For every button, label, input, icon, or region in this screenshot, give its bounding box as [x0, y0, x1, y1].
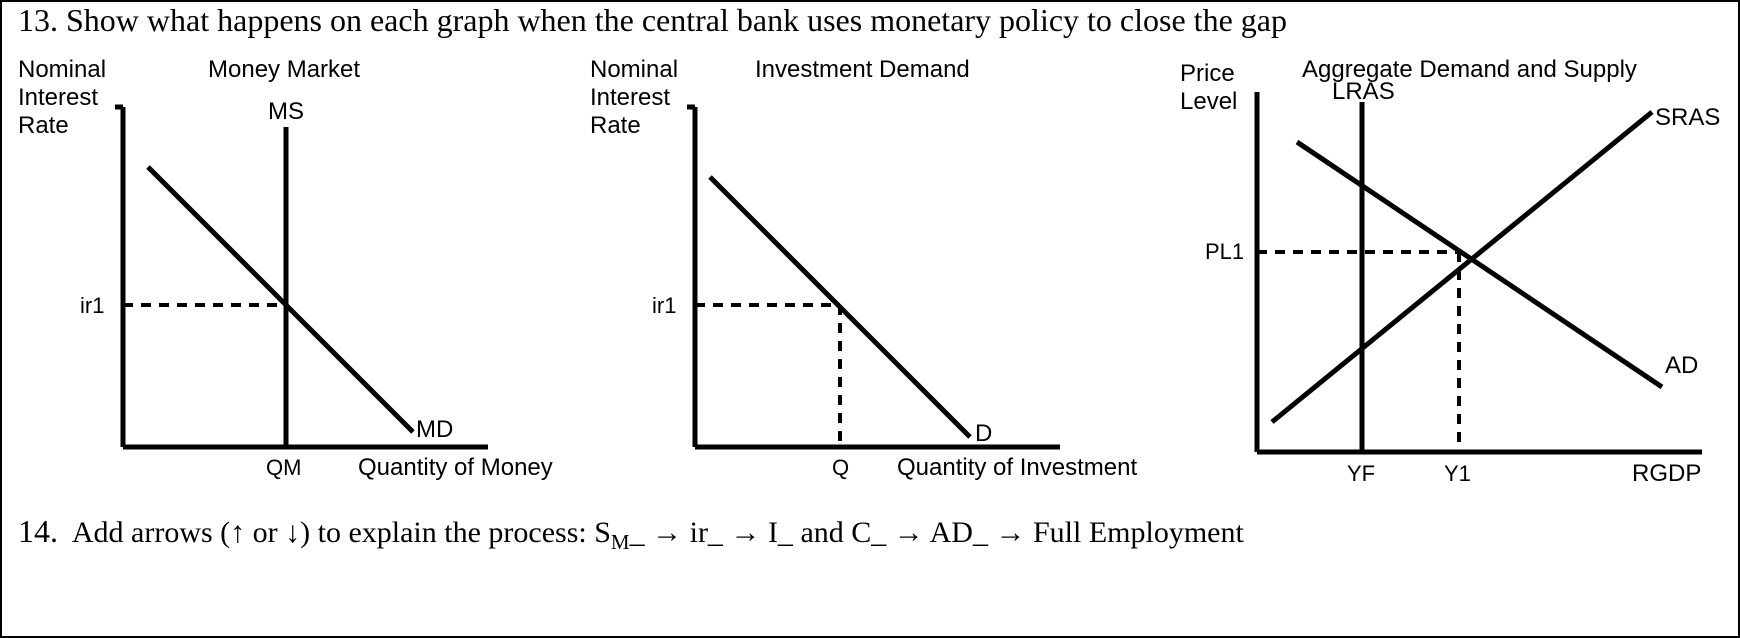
q14-arrow-3: →: [894, 516, 924, 549]
charts-row: Nominal Interest Rate Money Market MS MD…: [18, 47, 1722, 507]
q14-arrow-4: →: [995, 516, 1025, 549]
inv-ylabel-1: Nominal: [590, 56, 678, 83]
q13-text: Show what happens on each graph when the…: [66, 2, 1287, 39]
adas-svg: Price Level Aggregate Demand and Supply …: [1162, 47, 1722, 507]
adas-y1-label: Y1: [1444, 461, 1471, 486]
adas-sras-line: [1272, 112, 1652, 422]
q14-AD: AD_: [930, 516, 988, 549]
mm-md-label: MD: [416, 416, 453, 443]
q14-and: and: [800, 516, 843, 549]
adas-ad-line: [1297, 142, 1662, 387]
mm-ms-label: MS: [268, 98, 304, 125]
mm-qm-label: QM: [266, 455, 301, 480]
mm-ir-label: ir1: [80, 293, 104, 318]
adas-ylabel-2: Level: [1180, 88, 1237, 115]
mm-ylabel-2: Interest: [18, 84, 98, 111]
mm-ylabel-3: Rate: [18, 112, 69, 139]
q14-number: 14.: [18, 513, 58, 549]
q14-C: C_: [851, 516, 886, 549]
inv-ir-label: ir1: [652, 293, 676, 318]
q14-I: I_: [768, 516, 793, 549]
inv-xlabel: Quantity of Investment: [897, 454, 1137, 481]
mm-ylabel-1: Nominal: [18, 56, 106, 83]
money-market-svg: Nominal Interest Rate Money Market MS MD…: [18, 47, 578, 507]
inv-d-label: D: [975, 420, 992, 447]
investment-svg: Nominal Interest Rate Investment Demand …: [590, 47, 1150, 507]
inv-q-label: Q: [832, 455, 849, 480]
inv-title: Investment Demand: [755, 56, 970, 83]
investment-chart: Nominal Interest Rate Investment Demand …: [590, 47, 1150, 507]
adas-xlabel: RGDP: [1632, 460, 1701, 487]
q14-end: Full Employment: [1033, 516, 1244, 549]
inv-ylabel-2: Interest: [590, 84, 670, 111]
money-market-chart: Nominal Interest Rate Money Market MS MD…: [18, 47, 578, 507]
q14-ir: ir_: [690, 516, 723, 549]
worksheet-page: 13. Show what happens on each graph when…: [0, 0, 1740, 638]
q13-number: 13.: [18, 2, 58, 39]
adas-chart: Price Level Aggregate Demand and Supply …: [1162, 47, 1722, 507]
question-14: 14. Add arrows (↑ or ↓) to explain the p…: [18, 513, 1722, 555]
q14-sm: SM_: [594, 516, 652, 549]
adas-lras-label: LRAS: [1332, 78, 1395, 105]
q14-arrow-1: →: [652, 516, 682, 549]
adas-ylabel-1: Price: [1180, 60, 1235, 87]
mm-md-line: [148, 167, 413, 432]
q14-arrow-2: →: [730, 516, 760, 549]
mm-title: Money Market: [208, 56, 360, 83]
q14-prefix: Add arrows (↑ or ↓) to explain the proce…: [72, 516, 587, 549]
adas-ad-label: AD: [1665, 352, 1698, 379]
adas-yf-label: YF: [1347, 461, 1375, 486]
question-13: 13. Show what happens on each graph when…: [18, 2, 1722, 39]
adas-sras-label: SRAS: [1655, 104, 1720, 131]
inv-ylabel-3: Rate: [590, 112, 641, 139]
adas-pl-label: PL1: [1205, 239, 1244, 264]
mm-xlabel: Quantity of Money: [358, 454, 553, 481]
